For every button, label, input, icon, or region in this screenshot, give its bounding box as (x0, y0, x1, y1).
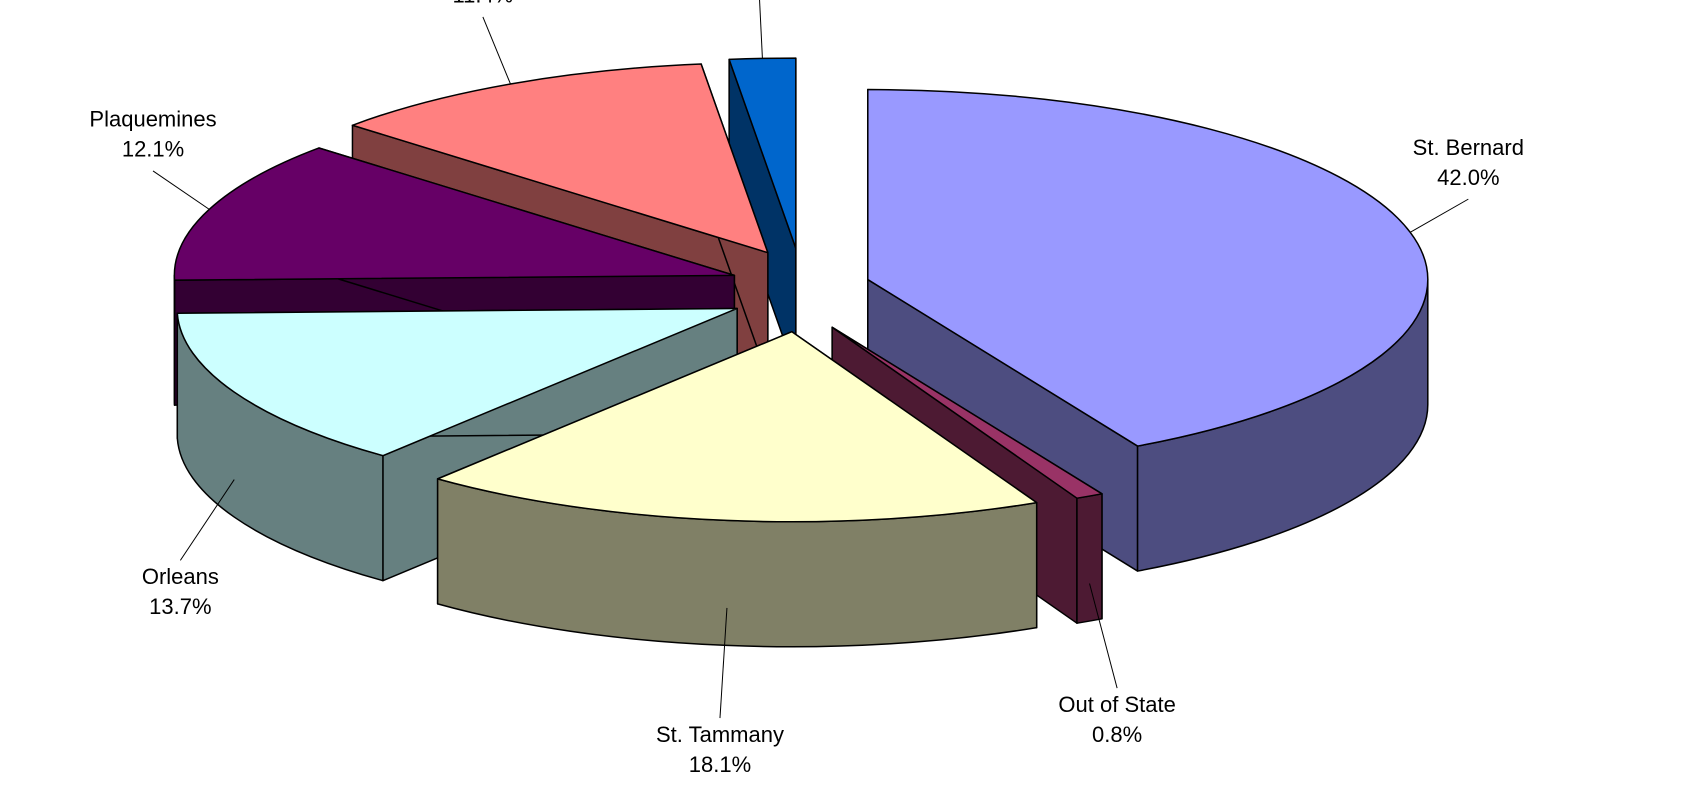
slice-value-label: 12.1% (122, 137, 184, 162)
slice-value-label: 11.4% (453, 0, 514, 8)
slice-top (173, 147, 736, 281)
slice-label: St. Bernard (1413, 135, 1524, 160)
leader-line (179, 479, 235, 561)
leader-line (1089, 583, 1118, 689)
slice-top (831, 326, 1103, 499)
leader-line (152, 170, 210, 210)
slice-top (351, 63, 769, 254)
slice-value-label: 13.7% (149, 594, 211, 619)
slice-label: Orleans (142, 564, 219, 589)
slice-value-label: 0.8% (1092, 722, 1142, 747)
slice-wall (1076, 493, 1103, 624)
leader-line (759, 0, 763, 59)
slice (728, 57, 797, 374)
slice-value-label: 42.0% (1437, 165, 1499, 190)
slice-top (867, 88, 1429, 447)
slice-top (176, 307, 738, 457)
slice-top (436, 330, 1038, 523)
slice-label: Out of State (1058, 692, 1175, 717)
slice-value-label: 18.1% (689, 752, 751, 777)
slice (436, 330, 1038, 648)
slice-label: Plaquemines (89, 107, 216, 132)
leader-line (482, 16, 511, 85)
leader-line (1409, 198, 1469, 233)
leader-line (719, 607, 728, 719)
slice-label: St. Tammany (656, 722, 784, 747)
